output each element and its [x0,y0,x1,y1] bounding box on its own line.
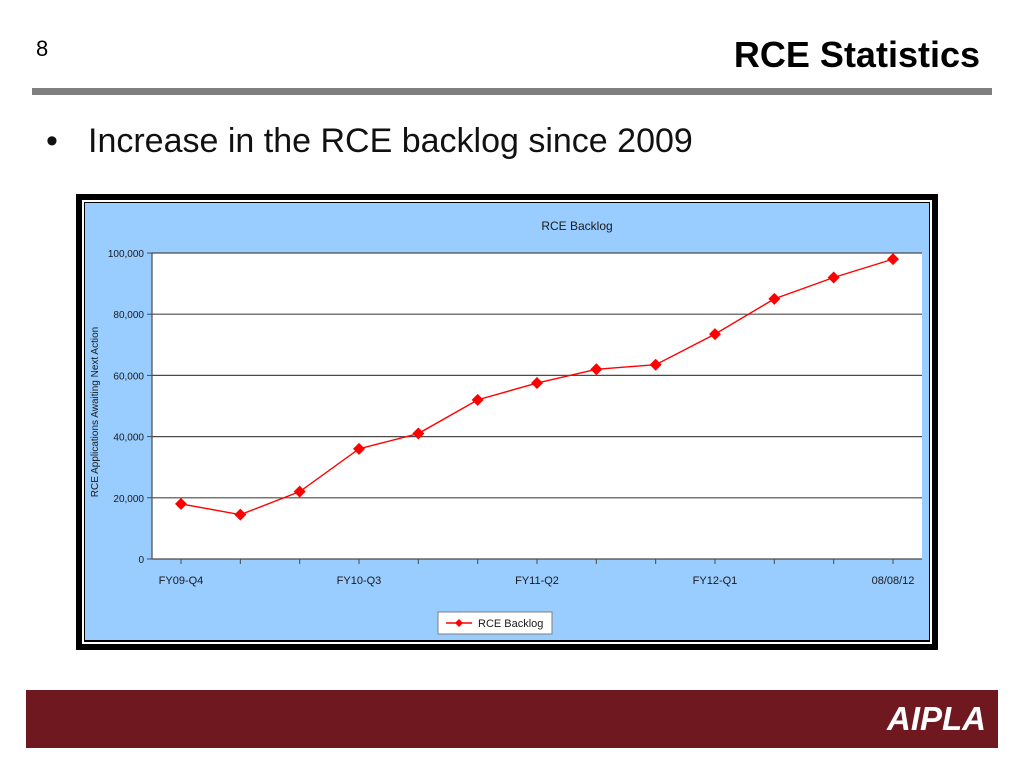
data-point [234,508,247,521]
x-tick-label: FY10-Q3 [337,575,382,587]
footer-bar: AIPLA [26,690,998,748]
plot-area [152,253,922,559]
data-point [649,358,662,371]
data-point [887,253,899,266]
x-tick-label: 08/08/12 [872,575,915,587]
data-point [709,328,721,341]
footer-logo: AIPLA [887,700,986,737]
data-point [827,271,840,284]
y-tick-label: 20,000 [113,494,144,505]
slide-number: 8 [36,36,49,61]
slide-title: RCE Statistics [733,34,980,75]
y-tick-label: 0 [138,555,144,566]
bullet-item: • Increase in the RCE backlog since 2009 [46,122,693,161]
y-tick-label: 80,000 [113,310,144,321]
x-tick-label: FY11-Q2 [515,575,559,587]
x-tick-label: FY12-Q1 [693,575,738,587]
chart-title: RCE Backlog [541,219,612,233]
data-point [590,363,603,376]
data-point [768,292,781,305]
y-tick-label: 100,000 [108,249,145,260]
data-point [471,393,484,406]
legend-label: RCE Backlog [478,618,543,630]
y-axis-label: RCE Applications Awaiting Next Action [90,327,101,497]
x-tick-label: FY09-Q4 [159,575,204,587]
data-point [531,377,543,390]
bullet-dot: • [46,122,58,160]
data-point [175,497,187,510]
bullet-text: Increase in the RCE backlog since 2009 [88,122,693,160]
data-point [412,427,425,440]
legend-swatch-marker [455,619,463,627]
data-point [353,442,365,455]
data-point [293,485,306,498]
y-tick-label: 60,000 [113,371,144,382]
title-rule [32,88,992,95]
y-tick-label: 40,000 [113,433,144,444]
chart-frame-inner [82,200,932,644]
legend-box [437,611,553,635]
